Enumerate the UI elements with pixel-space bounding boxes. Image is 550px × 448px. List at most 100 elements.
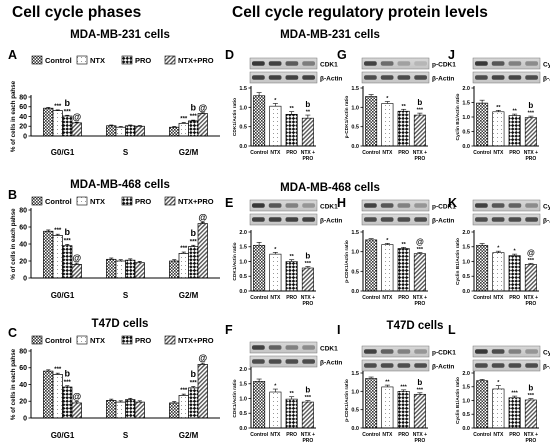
- panel-i: T47D cells Ip-CDK1 β-Actin p-CDK1/Actin rat…: [337, 320, 456, 444]
- panel-k-blot-label: Cyclin B1: [543, 204, 550, 211]
- panel-e-y-tick-label: 2.0: [239, 230, 247, 236]
- panel-d-significance-mark: b: [305, 100, 310, 109]
- panel-i-x-tick-label: PRO: [414, 438, 425, 444]
- panel-e-label: E: [225, 196, 233, 210]
- panel-a-bar: [43, 107, 54, 137]
- panel-e-blot-band: [268, 217, 282, 222]
- panel-c-bar: [188, 387, 199, 419]
- panel-f-significance-mark: ***: [305, 395, 312, 401]
- panel-e-x-tick-label: NTX +: [301, 295, 315, 301]
- panel-h-blot-band: [364, 203, 377, 208]
- panel-j-significance-mark: ***: [528, 111, 535, 117]
- panel-k-blot-band: [508, 217, 522, 222]
- panel-c-bar: [134, 401, 145, 419]
- panel-b-x-tick-label: G2/M: [179, 291, 199, 300]
- panel-k-bar: [524, 264, 537, 292]
- panel-a-bar: [52, 110, 63, 137]
- panel-c-y-tick-label: 80: [19, 348, 27, 355]
- panel-b-bar: [52, 235, 63, 279]
- panel-d-blot-band: [285, 75, 299, 80]
- panel-h-y-tick-label: 0.0: [351, 289, 359, 295]
- panel-a-significance-mark: ***: [54, 104, 62, 110]
- panel-e-significance-mark: ***: [305, 261, 312, 267]
- panel-k-y-tick-label: 1.5: [462, 245, 470, 251]
- panel-g-y-tick-label: 1.5: [351, 86, 359, 92]
- panel-h-blot-band: [414, 203, 427, 208]
- panel-b-significance-mark: ***: [190, 239, 198, 245]
- panel-c-legend-label: PRO: [135, 336, 151, 345]
- panel-f-blot-band: [268, 345, 282, 350]
- panel-l-x-tick-label: PRO: [525, 438, 536, 444]
- panel-h-bar: [397, 248, 410, 292]
- panel-g-y-tick-label: 1.0: [351, 105, 359, 111]
- panel-c-legend-swatch: [164, 335, 176, 345]
- panel-a-significance-mark: @: [72, 112, 81, 122]
- panel-j-x-tick-label: NTX: [493, 150, 504, 156]
- panel-k-bar: [476, 244, 489, 292]
- panel-i-x-tick-label: PRO: [398, 432, 409, 438]
- panel-l-significance-mark: b: [528, 384, 533, 393]
- panel-b-bar: [115, 260, 126, 279]
- panel-i-blot-band: [414, 363, 427, 368]
- panel-e-subtitle: MDA-MB-468 cells: [280, 182, 380, 194]
- panel-h-x-tick-label: NTX +: [413, 295, 427, 301]
- panel-e-blot-band: [285, 217, 299, 222]
- panel-a-subtitle: MDA-MB-231 cells: [70, 29, 170, 41]
- panel-i-x-tick-label: NTX +: [413, 432, 427, 438]
- panel-g-blot-strip: [361, 57, 430, 70]
- panel-i-x-tick-label: Control: [362, 432, 380, 438]
- panel-l-blot-label: Cyclin B1: [543, 350, 550, 357]
- panel-f-western-blot: CDK1 β-Actin: [249, 341, 342, 368]
- panel-c-bar: [43, 370, 54, 419]
- panel-a-bar: [178, 122, 189, 137]
- panel-d-blot-label: CDK1: [320, 62, 338, 69]
- panel-j-blot-strip: [472, 71, 541, 84]
- panel-k-bar: [508, 255, 521, 292]
- panel-c-y-tick-label: 20: [19, 399, 27, 406]
- panel-k-blot-band: [491, 203, 505, 208]
- panel-b-bar: [125, 259, 136, 279]
- panel-j-bar: [508, 115, 521, 147]
- panel-h-blot-band: [397, 203, 411, 208]
- panel-b-significance-mark: ***: [64, 238, 72, 244]
- panel-f: F CDK1 β-Actin CDK1/Actin ratio Control NTX PR…: [225, 323, 342, 444]
- panel-g-bar: [381, 103, 394, 147]
- panel-k-y-tick-label: 2.0: [462, 230, 470, 236]
- panel-h-y-axis-label: p-CDK1/Actin ratio: [344, 240, 350, 283]
- panel-f-blot-strip: [249, 355, 318, 368]
- panel-a-x-tick-label: S: [123, 148, 129, 157]
- panel-l-significance-mark: *: [497, 380, 500, 386]
- panel-h-blot-strip: [361, 199, 430, 212]
- panel-j-y-axis-label: Cyclin B1/Actin ratio: [455, 93, 461, 140]
- panel-d-x-tick-label: Control: [250, 150, 268, 156]
- panel-l-significance-mark: ***: [511, 391, 518, 397]
- panel-e-y-axis-label: CDK1/Actin ratio: [232, 242, 238, 280]
- panel-f-y-tick-label: 0.5: [239, 411, 247, 417]
- panel-k-blot-band: [508, 203, 522, 208]
- panel-i-y-tick-label: 1.0: [351, 389, 359, 395]
- panel-a-bar: [134, 125, 145, 137]
- panel-d-x-tick-label: NTX +: [301, 150, 315, 156]
- panel-a-bar: [71, 122, 82, 137]
- panel-c-significance-mark: ***: [180, 388, 188, 394]
- panel-g-bar: [413, 114, 426, 147]
- panel-i-significance-mark: ***: [417, 387, 424, 393]
- panel-l-y-tick-label: 2.0: [462, 371, 470, 377]
- panel-h-y-tick-label: 1.5: [351, 230, 359, 236]
- panel-c-bar: [115, 401, 126, 419]
- panel-g-significance-mark: **: [401, 104, 406, 110]
- panel-a-bar: [106, 125, 117, 137]
- panel-j-significance-mark: b: [528, 101, 533, 110]
- panel-l-blot-band: [475, 349, 488, 354]
- panel-k-blot-band: [525, 217, 538, 222]
- panel-k-blot-band: [475, 217, 488, 222]
- panel-c-bar: [169, 402, 180, 419]
- panel-b-legend-swatch: [76, 196, 88, 206]
- panel-h-x-tick-label: NTX: [382, 295, 393, 301]
- panel-a-legend-swatch: [121, 55, 133, 65]
- panel-j-label: J: [448, 48, 455, 62]
- panel-a-significance-mark: b: [65, 98, 71, 108]
- panel-j-y-tick-label: 1.5: [462, 100, 470, 106]
- panel-j-blot-label: Cyclin B1: [543, 62, 550, 69]
- panel-h-bar: [365, 239, 378, 292]
